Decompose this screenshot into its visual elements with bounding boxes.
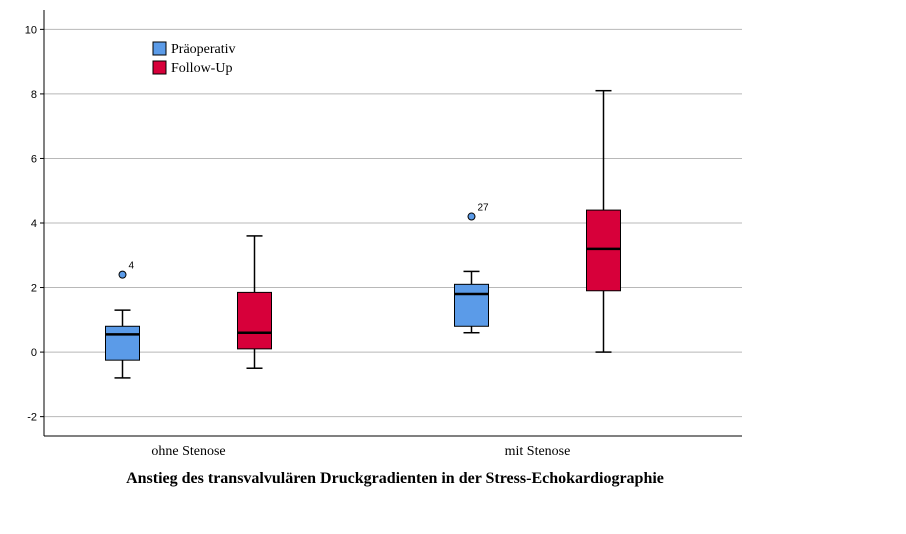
y-tick-label: 8 [31, 89, 37, 101]
y-tick-label: -2 [27, 412, 37, 424]
outlier-point [118, 270, 127, 279]
y-tick-label: 2 [31, 283, 37, 295]
outlier-label: 27 [478, 203, 490, 214]
outlier-point [467, 212, 476, 221]
y-tick-label: 10 [25, 24, 37, 36]
legend-label: Präoperativ [171, 42, 236, 57]
box-praeoperativ [105, 325, 140, 361]
legend-label: Follow-Up [171, 61, 232, 76]
x-category-label: ohne Stenose [151, 444, 225, 459]
box-praeoperativ [454, 283, 489, 327]
legend-swatch [152, 60, 167, 75]
box-follow-up [586, 209, 621, 292]
outlier-label: 4 [129, 261, 135, 272]
box-follow-up [237, 291, 272, 350]
chart-title: Anstieg des transvalvulären Druckgradien… [126, 470, 664, 487]
x-category-label: mit Stenose [505, 444, 571, 459]
y-tick-label: 6 [31, 153, 37, 165]
y-tick-label: 0 [31, 347, 37, 359]
legend-swatch [152, 41, 167, 56]
y-tick-label: 4 [31, 218, 37, 230]
